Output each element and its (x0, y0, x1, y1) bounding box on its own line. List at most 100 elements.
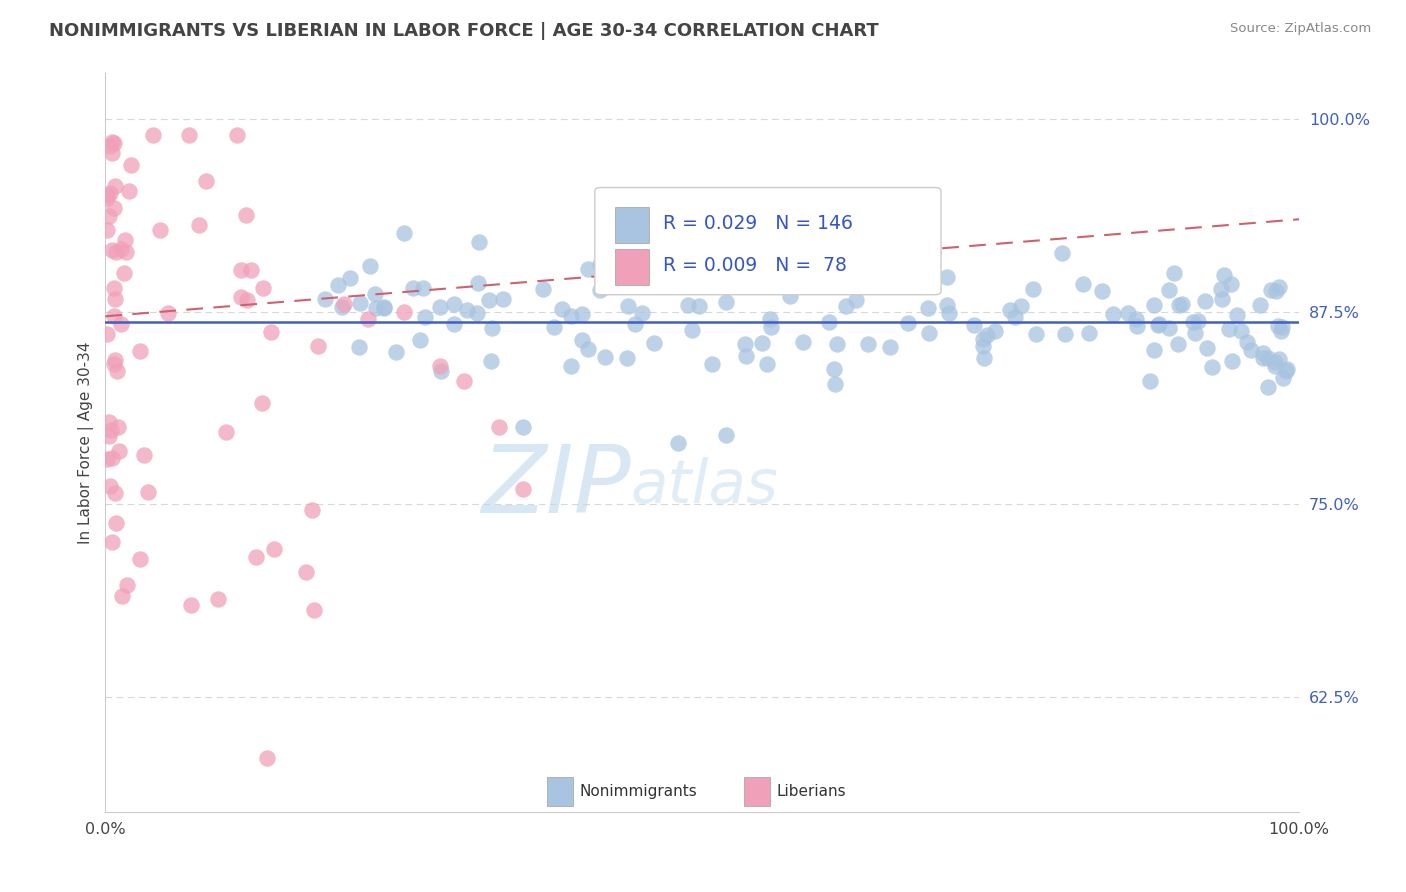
Point (1181, 315, 1204, 329)
Point (402, 281, 425, 295)
Point (938, 306, 960, 320)
Point (688, 299, 710, 313)
Point (412, 281, 434, 295)
Point (456, 303, 478, 318)
Point (973, 351, 995, 366)
Point (115, 244, 138, 259)
Point (114, 233, 136, 247)
Point (823, 361, 845, 376)
Point (142, 128, 165, 142)
Point (1201, 360, 1223, 375)
Point (110, 317, 132, 331)
Point (1229, 324, 1251, 338)
Point (1053, 326, 1076, 341)
Point (1010, 299, 1032, 313)
Point (349, 295, 371, 310)
Point (304, 603, 326, 617)
Point (1025, 327, 1047, 342)
Point (512, 482, 534, 496)
Point (935, 297, 957, 311)
Point (858, 337, 880, 351)
Point (252, 280, 274, 294)
Point (963, 318, 986, 332)
Point (818, 315, 841, 329)
Point (103, 281, 125, 295)
Point (225, 128, 247, 142)
Point (589, 257, 612, 271)
Point (1264, 359, 1286, 373)
Point (1143, 298, 1166, 312)
Point (735, 349, 758, 363)
Point (256, 751, 278, 765)
Point (1240, 343, 1263, 358)
Point (118, 184, 141, 198)
Point (1021, 282, 1043, 296)
Point (972, 332, 994, 346)
Point (1271, 319, 1294, 334)
Point (1184, 326, 1206, 340)
Point (392, 304, 415, 318)
Point (918, 326, 941, 341)
Text: R = 0.029   N = 146: R = 0.029 N = 146 (662, 213, 853, 233)
Point (103, 136, 125, 151)
Point (702, 357, 724, 371)
Point (1226, 308, 1249, 322)
Point (922, 245, 945, 260)
Point (751, 336, 773, 351)
Point (576, 343, 599, 357)
Point (1260, 283, 1282, 297)
Point (1275, 364, 1298, 378)
Point (339, 270, 361, 285)
Point (250, 396, 273, 410)
Point (101, 534, 124, 549)
Point (835, 299, 858, 313)
Point (149, 223, 172, 237)
Point (392, 226, 415, 240)
Point (1268, 280, 1291, 294)
Point (512, 420, 534, 434)
Point (112, 266, 135, 280)
Point (1143, 343, 1166, 357)
Point (779, 289, 801, 303)
Point (260, 325, 283, 339)
Point (96, 223, 118, 237)
FancyBboxPatch shape (616, 249, 648, 285)
Point (734, 337, 756, 351)
Point (616, 351, 638, 365)
Point (1125, 311, 1147, 326)
Point (1168, 298, 1191, 312)
Point (177, 128, 200, 142)
Point (98, 186, 121, 200)
Point (714, 428, 737, 442)
Point (1139, 374, 1161, 388)
Point (333, 297, 356, 311)
Point (972, 339, 994, 353)
Point (845, 293, 868, 308)
Point (1264, 355, 1286, 369)
Point (576, 261, 599, 276)
Point (897, 316, 920, 330)
Point (263, 542, 285, 557)
Point (359, 259, 381, 273)
Point (1270, 325, 1292, 339)
Point (101, 450, 124, 465)
Text: Nonimmigrants: Nonimmigrants (579, 784, 697, 799)
Point (229, 290, 252, 304)
Point (824, 376, 846, 391)
Point (643, 335, 665, 350)
Point (1219, 277, 1241, 291)
Point (364, 287, 387, 301)
Point (96, 188, 118, 202)
Point (1277, 361, 1299, 376)
FancyBboxPatch shape (616, 207, 648, 244)
FancyBboxPatch shape (744, 777, 770, 806)
Point (571, 333, 593, 347)
Point (593, 350, 616, 364)
Point (245, 549, 267, 564)
Point (492, 292, 515, 306)
Point (792, 334, 814, 349)
Point (465, 306, 488, 320)
Point (103, 358, 125, 372)
Point (104, 486, 127, 500)
Point (107, 443, 129, 458)
